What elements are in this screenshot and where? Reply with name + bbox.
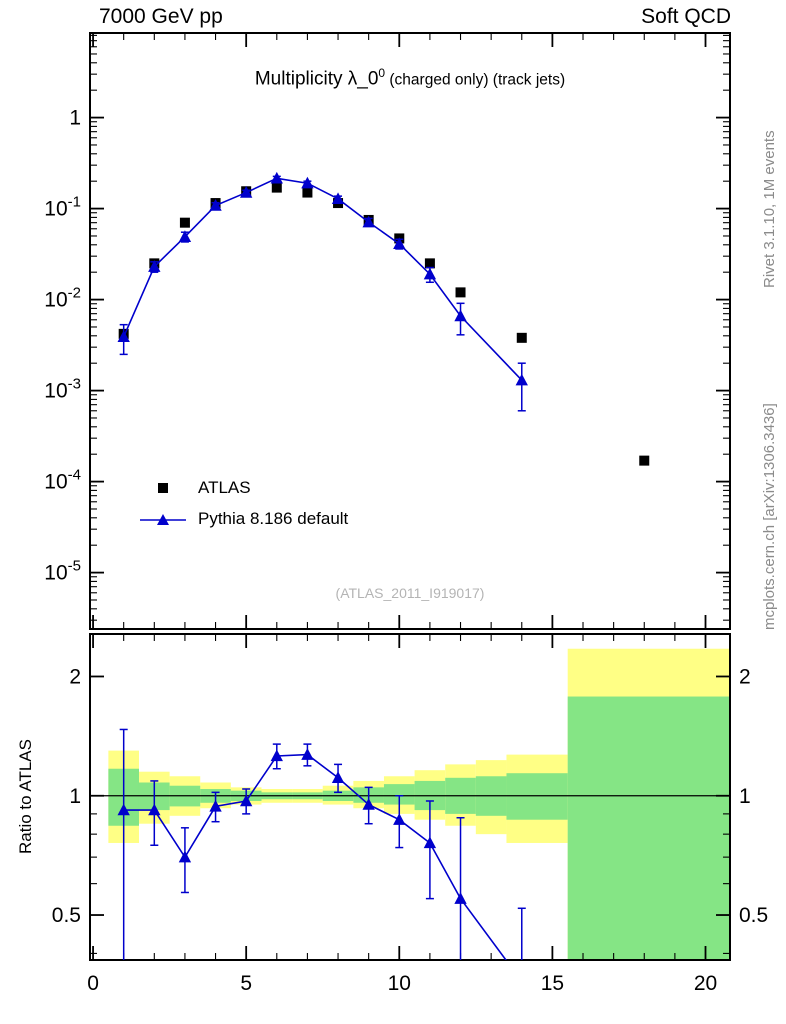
rivet-version-label: Rivet 3.1.10, 1M events bbox=[761, 130, 778, 288]
svg-text:20: 20 bbox=[694, 972, 717, 995]
svg-text:10-2: 10-2 bbox=[44, 285, 81, 312]
svg-text:10-1: 10-1 bbox=[44, 194, 81, 221]
legend-item-atlas: ATLAS bbox=[140, 472, 348, 503]
plot-title-main: Multiplicity λ_0 bbox=[254, 68, 379, 90]
svg-text:5: 5 bbox=[240, 972, 252, 995]
plot-title: Multiplicity λ_00 (charged only) (track … bbox=[90, 66, 730, 90]
square-marker-icon bbox=[158, 482, 168, 493]
svg-text:10-5: 10-5 bbox=[44, 558, 81, 585]
legend-item-pythia: Pythia 8.186 default bbox=[140, 503, 348, 534]
process-group-label: Soft QCD bbox=[641, 5, 731, 28]
atlas-data-points bbox=[118, 182, 650, 466]
axis-tick-labels: 0 5 10 15 20 1 10-1 10-2 10-3 10-4 10-5 2 2 1 1 0.5 0.5 bbox=[44, 107, 768, 995]
svg-text:2: 2 bbox=[739, 665, 751, 688]
svg-text:2: 2 bbox=[69, 665, 81, 688]
svg-text:0: 0 bbox=[87, 972, 99, 995]
svg-text:15: 15 bbox=[541, 972, 564, 995]
ratio-y-axis-label: Ratio to ATLAS bbox=[16, 739, 35, 855]
ratio-uncertainty-bands bbox=[108, 648, 730, 960]
legend-label-pythia: Pythia 8.186 default bbox=[198, 508, 349, 528]
legend-label-atlas: ATLAS bbox=[198, 477, 251, 497]
beam-energy-label: 7000 GeV pp bbox=[99, 5, 223, 28]
plot-title-superscript: 0 bbox=[378, 66, 386, 80]
svg-text:1: 1 bbox=[739, 785, 751, 808]
svg-text:10: 10 bbox=[388, 972, 411, 995]
pythia-mc-curve bbox=[117, 171, 528, 412]
triangle-line-marker-icon bbox=[140, 513, 186, 525]
svg-text:1: 1 bbox=[69, 107, 81, 130]
svg-text:10-4: 10-4 bbox=[44, 467, 81, 494]
svg-text:0.5: 0.5 bbox=[52, 904, 81, 927]
pythia-ratio-curve bbox=[117, 728, 526, 960]
main-panel-frame bbox=[89, 32, 731, 630]
plot-title-qualifier: (charged only) (track jets) bbox=[385, 71, 566, 89]
ratio-panel-frame bbox=[89, 633, 731, 961]
svg-text:1: 1 bbox=[69, 785, 81, 808]
mcplots-reference-label: mcplots.cern.ch [arXiv:1306.3436] bbox=[761, 403, 778, 630]
svg-text:0.5: 0.5 bbox=[739, 904, 768, 927]
analysis-id-watermark: (ATLAS_2011_I919017) bbox=[335, 585, 485, 601]
legend: ATLAS Pythia 8.186 default bbox=[140, 472, 348, 534]
svg-text:10-3: 10-3 bbox=[44, 376, 81, 403]
